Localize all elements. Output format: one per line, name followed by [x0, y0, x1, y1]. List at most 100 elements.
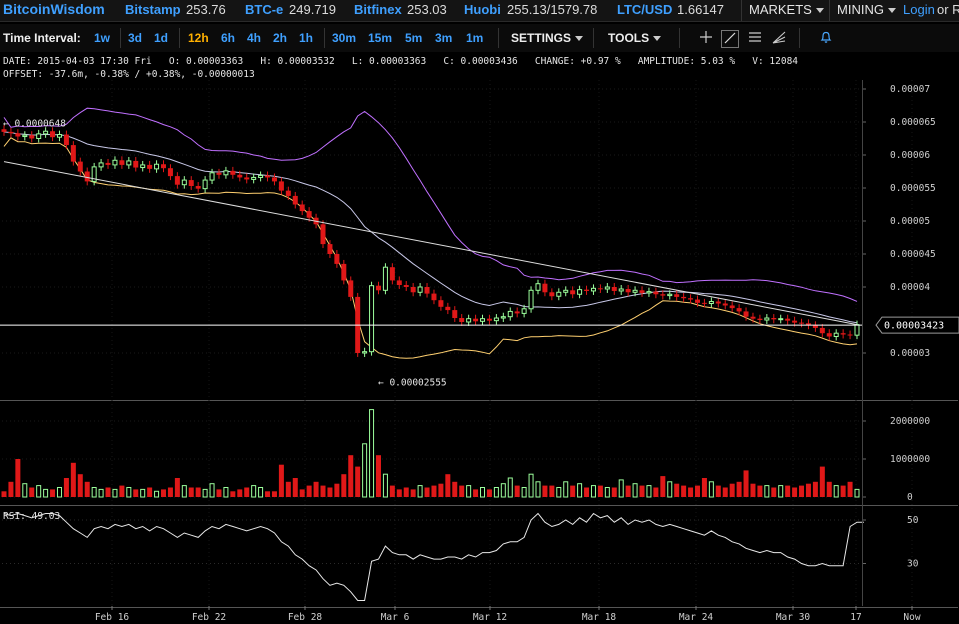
volume-bar-up: [369, 409, 375, 498]
ticker-bitstamp-name[interactable]: Bitstamp: [125, 2, 181, 17]
draw-line-icon[interactable]: [721, 30, 739, 48]
candle-body-up: [480, 318, 486, 322]
candle-body-up: [528, 289, 534, 310]
mining-menu-label: MINING: [837, 2, 884, 17]
candle-body-down: [715, 301, 721, 304]
interval-1d[interactable]: 1d: [154, 31, 169, 45]
volume-bar-down: [15, 459, 21, 497]
candle-body-down: [50, 131, 56, 138]
candle-body-down: [597, 288, 603, 290]
candle-body-down: [611, 287, 617, 291]
candle-body-up: [493, 317, 499, 322]
candle-body-down: [819, 327, 825, 334]
ticker-btce-name[interactable]: BTC-e: [245, 2, 284, 17]
volume-bar-up: [154, 490, 160, 498]
interval-1w[interactable]: 1w: [94, 31, 111, 45]
volume-bar-down: [299, 489, 305, 497]
candle-body-up: [154, 163, 160, 170]
candle-body-down: [826, 333, 832, 337]
volume-bar-up: [507, 477, 513, 498]
volume-bar-down: [570, 485, 576, 497]
volume-bar-down: [341, 474, 347, 497]
volume-bar-down: [701, 478, 707, 497]
volume-bar-up: [181, 485, 187, 498]
volume-bar-down: [188, 487, 194, 497]
candle-body-down: [29, 135, 35, 139]
interval-4h[interactable]: 4h: [247, 31, 262, 45]
chart-overlays: 0.00003423 ← 0.0000648 ← 0.00002555: [0, 118, 959, 388]
chevron-down-icon: [575, 36, 584, 42]
volume-bar-down: [375, 455, 381, 497]
candle-body-down: [694, 299, 700, 303]
interval-30m[interactable]: 30m: [332, 31, 357, 45]
volume-bar-down: [292, 478, 298, 497]
candle-body-down: [847, 334, 853, 336]
candle-body-up: [632, 289, 638, 293]
candle-body-down: [486, 318, 492, 321]
horizontal-lines-icon[interactable]: [747, 30, 763, 46]
candle-body-down: [542, 283, 548, 293]
volume-bar-up: [362, 443, 368, 498]
volume-bar-down: [265, 491, 271, 497]
volume-bar-down: [348, 455, 354, 497]
candle-body-up: [563, 289, 569, 293]
mining-menu[interactable]: MINING: [837, 2, 896, 17]
crosshair-icon[interactable]: [698, 30, 714, 46]
fibonacci-fan-icon[interactable]: [771, 30, 787, 46]
volume-bar-up: [778, 485, 784, 498]
interval-2h[interactable]: 2h: [273, 31, 288, 45]
volume-bar-up: [91, 487, 97, 498]
interval-5m[interactable]: 5m: [405, 31, 423, 45]
interval-3d[interactable]: 3d: [128, 31, 143, 45]
date-axis-label: Feb 22: [192, 612, 226, 623]
interval-1h[interactable]: 1h: [299, 31, 314, 45]
volume-bar-down: [736, 481, 742, 497]
tools-menu[interactable]: TOOLS: [608, 31, 662, 45]
candle-body-down: [230, 170, 236, 175]
toolbar-divider: [120, 28, 121, 48]
price-axis-label: 0.000065: [890, 117, 936, 128]
volume-bar-down: [597, 485, 603, 497]
volume-bar-up: [258, 487, 264, 498]
trend-line: [3, 161, 858, 326]
interval-15m[interactable]: 15m: [368, 31, 393, 45]
topbar-divider: [829, 0, 830, 21]
volume-bar-down: [688, 487, 694, 497]
candle-body-down: [285, 190, 291, 196]
candle-body-down: [729, 305, 735, 309]
ticker-bitfinex-name[interactable]: Bitfinex: [354, 2, 402, 17]
ticker-huobi-name[interactable]: Huobi: [464, 2, 501, 17]
candle-body-up: [126, 160, 132, 166]
toolbar-divider: [324, 28, 325, 48]
candle-body-down: [424, 287, 430, 294]
volume-bar-up: [708, 481, 714, 498]
volume-bar-up: [98, 488, 104, 498]
alert-bell-icon[interactable]: [818, 30, 834, 46]
interval-3m[interactable]: 3m: [435, 31, 453, 45]
volume-bar-down: [473, 489, 479, 497]
candle-body-up: [258, 174, 264, 178]
toolbar-divider: [179, 28, 180, 48]
candle-body-down: [701, 302, 707, 304]
candle-body-up: [98, 162, 104, 168]
volume-bar-down: [771, 487, 777, 497]
candle-body-down: [736, 308, 742, 312]
ticker-ltcusd-name[interactable]: LTC/USD: [617, 2, 673, 17]
markets-menu[interactable]: MARKETS: [749, 2, 824, 17]
interval-1m[interactable]: 1m: [466, 31, 484, 45]
candle-body-up: [590, 287, 596, 292]
volume-bar-down: [244, 487, 250, 497]
candle-body-down: [431, 293, 437, 301]
login-link[interactable]: Login: [903, 2, 935, 17]
brand-logo[interactable]: BitcoinWisdom: [3, 1, 105, 17]
candle-body-down: [799, 322, 805, 324]
candle-body-down: [355, 296, 361, 353]
settings-menu[interactable]: SETTINGS: [511, 31, 584, 45]
candle-body-up: [466, 318, 472, 323]
volume-bar-down: [63, 478, 69, 497]
interval-6h[interactable]: 6h: [221, 31, 236, 45]
interval-12h[interactable]: 12h: [188, 31, 209, 45]
volume-bar-down: [119, 485, 125, 497]
candle-body-down: [445, 306, 451, 311]
candle-body-down: [403, 285, 409, 287]
